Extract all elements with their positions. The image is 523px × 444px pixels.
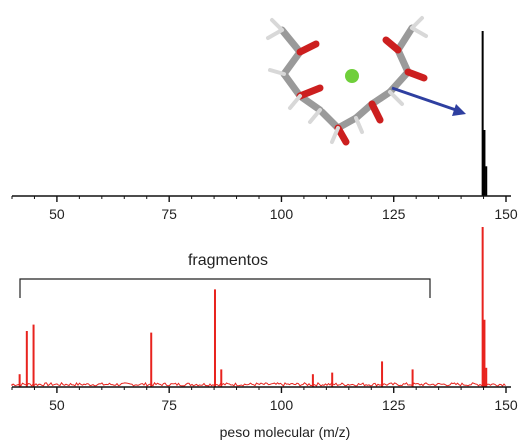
bottom-x-axis-title: peso molecular (m/z) bbox=[220, 424, 351, 440]
top-tick-label-50: 50 bbox=[49, 206, 65, 222]
top-tick-label-75: 75 bbox=[161, 206, 177, 222]
molecule-inset bbox=[266, 16, 466, 146]
bottom-tick-label-100: 100 bbox=[270, 397, 294, 413]
fragmentos-bracket bbox=[19, 278, 431, 298]
bottom-peaks bbox=[18, 227, 488, 387]
bottom-tick-label-75: 75 bbox=[161, 397, 177, 413]
bottom-ticks bbox=[11, 387, 507, 393]
bottom-tick-label-150: 150 bbox=[494, 397, 518, 413]
top-tick-label-150: 150 bbox=[494, 206, 518, 222]
top-ticks bbox=[11, 196, 507, 202]
top-tick-label-125: 125 bbox=[382, 206, 406, 222]
bottom-tick-label-125: 125 bbox=[382, 397, 406, 413]
bottom-tick-labels: 50 75 100 125 150 bbox=[49, 397, 518, 413]
top-panel: 50 75 100 125 150 bbox=[11, 31, 518, 222]
top-tick-label-100: 100 bbox=[270, 206, 294, 222]
bottom-panel: fragmentos 50 75 100 125 150 peso molecular … bbox=[11, 227, 518, 440]
pointer-arrow-icon bbox=[391, 86, 466, 116]
bottom-noise-trace bbox=[11, 381, 506, 387]
molecule-structure bbox=[266, 16, 428, 146]
top-peaks bbox=[481, 31, 488, 196]
bottom-baseline-noise bbox=[11, 381, 506, 387]
fragmentos-label: fragmentos bbox=[188, 252, 268, 269]
bottom-tick-label-50: 50 bbox=[49, 397, 65, 413]
top-tick-labels: 50 75 100 125 150 bbox=[49, 206, 518, 222]
